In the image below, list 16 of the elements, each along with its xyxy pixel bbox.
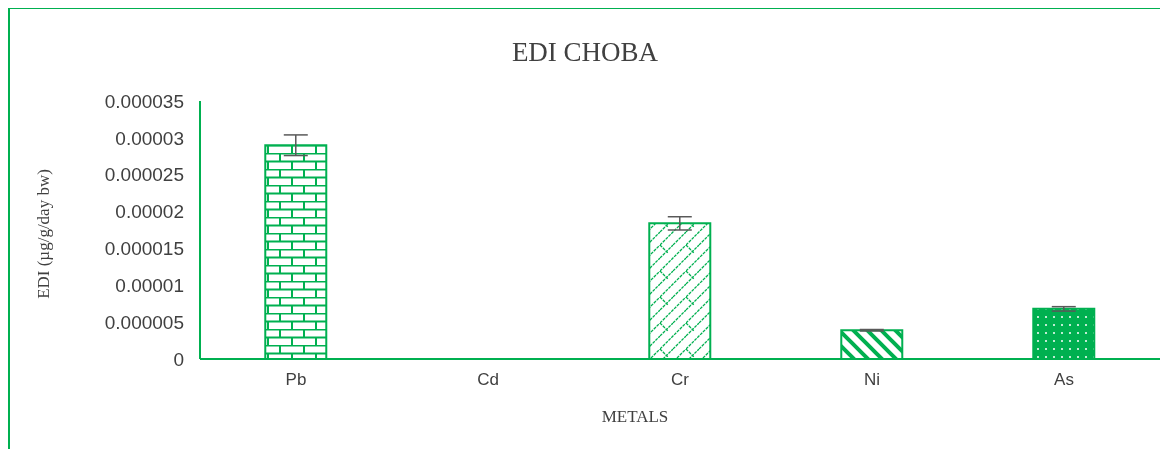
x-tick-label: Ni <box>863 370 881 390</box>
x-tick-label: Pb <box>285 370 307 390</box>
y-tick-label: 0.00003 <box>115 127 184 149</box>
x-axis-title: METALS <box>600 407 670 427</box>
y-tick-label: 0.000005 <box>104 311 184 333</box>
y-tick-label: 0.000015 <box>104 238 184 260</box>
chart-title: EDI CHOBA <box>510 37 660 68</box>
x-tick-label: Cd <box>477 370 499 390</box>
y-tick-label: 0.00002 <box>115 201 184 223</box>
y-axis-title: EDI (µg/g/day bw) <box>34 169 54 299</box>
y-tick-label: 0.000035 <box>104 90 184 112</box>
y-tick-label: 0.00001 <box>115 275 184 297</box>
x-tick-label: Cr <box>671 370 690 390</box>
y-tick-label: 0 <box>173 348 184 370</box>
y-tick-label: 0.000025 <box>104 164 184 186</box>
x-tick-label: As <box>1054 370 1074 390</box>
